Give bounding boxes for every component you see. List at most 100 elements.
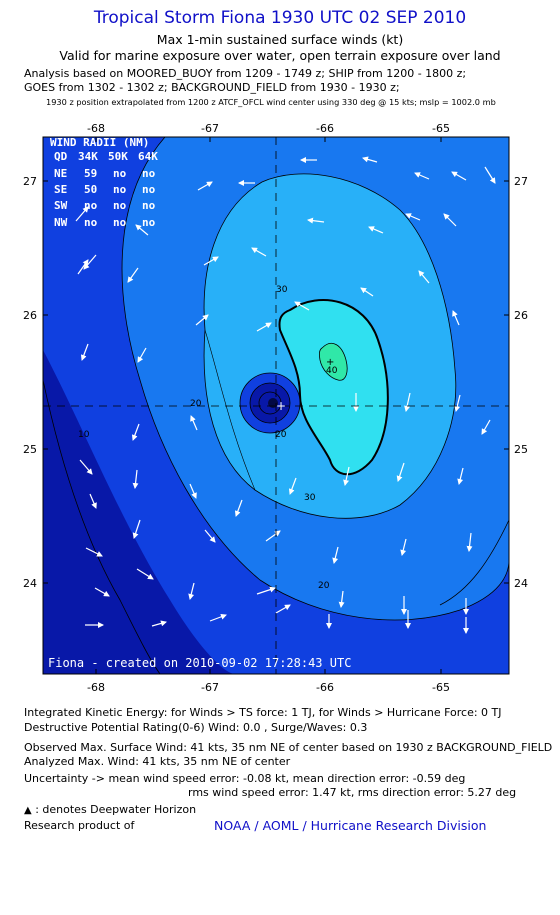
ike-line: Integrated Kinetic Energy: for Winds > T… bbox=[24, 706, 502, 719]
deepwater-legend: ▲ : denotes Deepwater Horizon bbox=[24, 803, 197, 816]
svg-text:24: 24 bbox=[514, 577, 528, 590]
creation-credit: Fiona - created on 2010-09-02 17:28:43 U… bbox=[48, 656, 351, 670]
wind-radii-row-se: SE 50 no no bbox=[54, 183, 156, 196]
wind-vector bbox=[454, 394, 461, 412]
wind-vector bbox=[190, 415, 198, 431]
wind-vector bbox=[443, 213, 457, 227]
research-label: Research product of bbox=[24, 819, 135, 832]
svg-text:-68: -68 bbox=[87, 681, 105, 694]
wind-vector bbox=[343, 466, 350, 486]
wind-vector bbox=[209, 613, 227, 622]
analysis-sources-line1: Analysis based on MOORED_BUOY from 1209 … bbox=[24, 67, 467, 80]
svg-text:20: 20 bbox=[318, 581, 330, 591]
svg-text:10: 10 bbox=[78, 430, 90, 440]
wind-vector bbox=[338, 590, 345, 608]
uncertainty-line1: Uncertainty -> mean wind speed error: -0… bbox=[24, 772, 466, 785]
lon-labels-bottom: -68 -67 -66 -65 bbox=[87, 681, 450, 694]
svg-text:no: no bbox=[142, 216, 156, 229]
wind-radii-row-sw: SW no no no bbox=[54, 199, 156, 212]
wind-vector bbox=[234, 499, 243, 517]
svg-text:-68: -68 bbox=[87, 122, 105, 135]
svg-text:26: 26 bbox=[514, 309, 528, 322]
wind-vector bbox=[136, 568, 154, 580]
svg-text:20: 20 bbox=[275, 430, 287, 440]
svg-text:34K: 34K bbox=[78, 150, 98, 163]
position-note: 1930 z position extrapolated from 1200 z… bbox=[46, 97, 496, 107]
wind-vector bbox=[80, 343, 89, 361]
wind-vector bbox=[362, 156, 378, 163]
map-title: Tropical Storm Fiona 1930 UTC 02 SEP 201… bbox=[93, 8, 467, 28]
wind-vector bbox=[256, 586, 276, 595]
wind-vector bbox=[368, 226, 384, 234]
svg-text:no: no bbox=[142, 183, 156, 196]
storm-center-marker: + + bbox=[268, 357, 334, 413]
wind-vector bbox=[85, 547, 103, 557]
wind-vector bbox=[360, 287, 374, 297]
svg-text:NE: NE bbox=[54, 167, 67, 180]
wind-vector bbox=[405, 213, 421, 221]
wind-vector bbox=[294, 301, 310, 311]
wind-vector bbox=[204, 529, 216, 543]
svg-text:64K: 64K bbox=[138, 150, 158, 163]
analysis-sources-line2: GOES from 1302 - 1302 z; BACKGROUND_FIEL… bbox=[24, 81, 400, 94]
band-40kt-plus bbox=[278, 299, 389, 476]
svg-text:25: 25 bbox=[514, 443, 528, 456]
wind-vector bbox=[135, 224, 149, 236]
wind-vector bbox=[307, 217, 325, 224]
svg-text:40: 40 bbox=[326, 366, 338, 376]
lon-labels-top: -68 -67 -66 -65 bbox=[87, 122, 450, 135]
svg-text:50K: 50K bbox=[108, 150, 128, 163]
svg-text:NW: NW bbox=[54, 216, 68, 229]
svg-text:50: 50 bbox=[84, 183, 97, 196]
wind-vector bbox=[481, 419, 491, 435]
wind-vector bbox=[457, 467, 464, 485]
svg-text:no: no bbox=[84, 199, 98, 212]
wind-radii-header: QD 34K 50K 64K bbox=[54, 150, 158, 163]
svg-text:-66: -66 bbox=[316, 681, 334, 694]
wind-vector bbox=[132, 469, 139, 489]
wind-vector bbox=[197, 181, 213, 191]
warning-triangle-icon: ▲ bbox=[24, 805, 32, 816]
svg-text:+: + bbox=[326, 357, 334, 368]
wind-vector bbox=[131, 423, 140, 441]
observed-max-wind: Observed Max. Surface Wind: 41 kts, 35 n… bbox=[24, 741, 553, 754]
svg-text:24: 24 bbox=[23, 577, 37, 590]
svg-text:27: 27 bbox=[23, 175, 37, 188]
wind-vector bbox=[151, 620, 167, 627]
wind-vector bbox=[265, 530, 281, 542]
svg-text:SE: SE bbox=[54, 183, 67, 196]
svg-text:SW: SW bbox=[54, 199, 68, 212]
uncertainty-line2: rms wind speed error: 1.47 kt, rms direc… bbox=[188, 786, 517, 799]
svg-text:+: + bbox=[276, 399, 286, 413]
svg-text:no: no bbox=[113, 216, 127, 229]
wind-vector bbox=[396, 462, 405, 482]
svg-text:no: no bbox=[84, 216, 98, 229]
wind-vector bbox=[275, 604, 291, 614]
svg-text:QD: QD bbox=[54, 150, 68, 163]
wind-vector bbox=[79, 459, 93, 475]
axis-ticks bbox=[43, 137, 509, 674]
band-max-wind bbox=[319, 343, 348, 381]
wind-vector bbox=[451, 171, 467, 181]
wind-vector bbox=[94, 587, 110, 597]
wind-radii-table: WIND RADII (NM) QD 34K 50K 64K NE 59 no … bbox=[50, 136, 158, 229]
svg-text:no: no bbox=[142, 167, 156, 180]
contour-labels: 20 10 30 30 20 20 40 bbox=[78, 285, 338, 591]
wind-vector bbox=[132, 519, 141, 539]
lat-labels-left: 27 26 25 24 bbox=[23, 175, 37, 590]
hrd-link[interactable]: NOAA / AOML / Hurricane Research Divisio… bbox=[214, 818, 487, 833]
wind-vector bbox=[484, 166, 496, 184]
wind-field-map: 20 10 30 30 20 20 40 + + -68 -67 -66 -65… bbox=[23, 122, 528, 694]
svg-text:25: 25 bbox=[23, 443, 37, 456]
svg-text:no: no bbox=[113, 183, 127, 196]
lat-labels-right: 27 26 25 24 bbox=[514, 175, 528, 590]
svg-text:27: 27 bbox=[514, 175, 528, 188]
wind-vector bbox=[75, 206, 89, 222]
wind-radii-row-ne: NE 59 no no bbox=[54, 167, 156, 180]
svg-text:-65: -65 bbox=[432, 681, 450, 694]
wind-vector bbox=[77, 259, 89, 275]
svg-text:26: 26 bbox=[23, 309, 37, 322]
svg-text:no: no bbox=[142, 199, 156, 212]
analyzed-max-wind: Analyzed Max. Wind: 41 kts, 35 nm NE of … bbox=[24, 755, 291, 768]
svg-text:-67: -67 bbox=[201, 122, 219, 135]
